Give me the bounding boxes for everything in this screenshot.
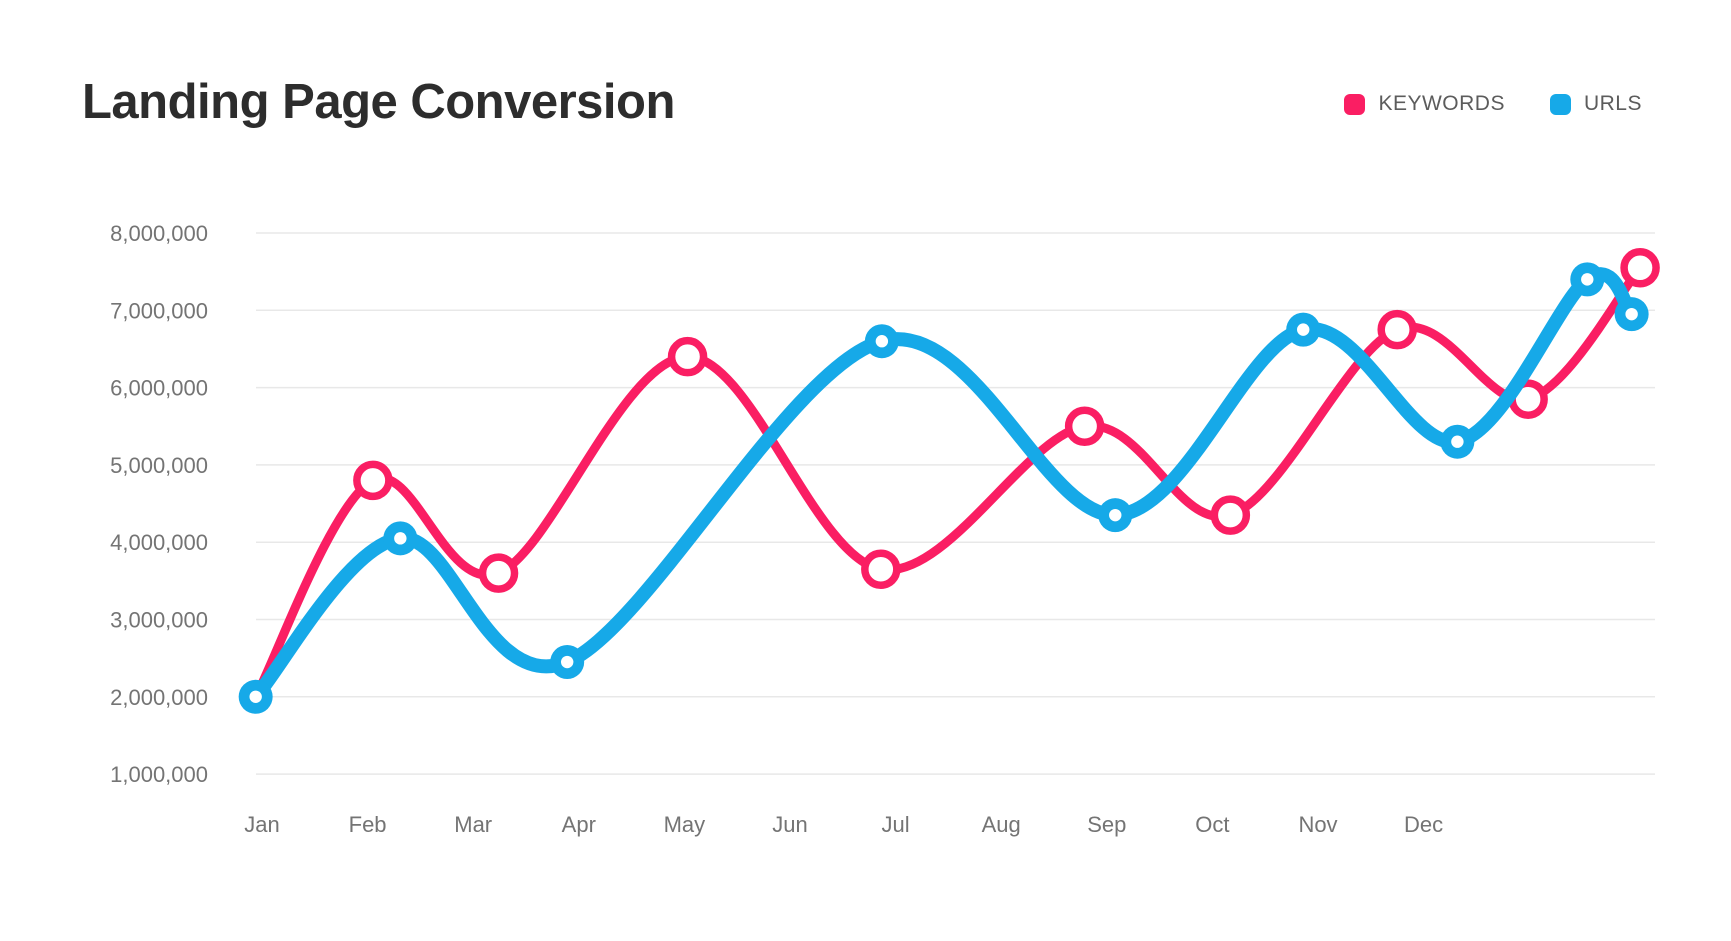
legend-item-keywords: KEYWORDS [1344, 92, 1505, 116]
keywords-data-point-marker [1377, 309, 1417, 350]
urls-marker-hole [394, 532, 407, 545]
x-tick-label: Dec [1404, 812, 1443, 837]
y-tick-label: 3,000,000 [110, 608, 208, 633]
keywords-data-point-marker [861, 549, 901, 590]
y-axis-labels: 8,000,000 7,000,000 6,000,000 5,000,000 4,00… [110, 221, 208, 787]
keywords-data-point-marker [478, 553, 519, 593]
urls-marker-hole [875, 335, 889, 348]
x-tick-label: May [664, 812, 706, 837]
legend-item-keywords-label: KEYWORDS [1378, 92, 1505, 115]
urls-marker-hole [1625, 307, 1638, 321]
urls-marker-hole [1109, 508, 1122, 522]
legend-item-urls: URLS [1549, 92, 1642, 116]
y-tick-label: 7,000,000 [110, 298, 208, 323]
urls-marker-hole [1451, 435, 1464, 448]
chart-legend: KEYWORDS URLS [1344, 92, 1642, 116]
series-keywords-markers [353, 248, 1660, 593]
y-gridlines [256, 232, 1655, 775]
urls-marker-hole [249, 690, 262, 703]
keywords-swatch-icon [1344, 93, 1366, 115]
urls-marker-hole [1297, 323, 1310, 336]
x-tick-label: Jun [772, 812, 807, 837]
y-tick-label: 6,000,000 [110, 376, 208, 401]
y-tick-label: 2,000,000 [110, 685, 208, 710]
keywords-data-point-marker [1064, 406, 1105, 446]
legend-item-urls-label: URLS [1583, 92, 1642, 115]
chart-title: Landing Page Conversion [82, 75, 675, 129]
x-tick-label: Oct [1195, 812, 1229, 837]
series-keywords-line [251, 263, 1645, 702]
y-tick-label: 5,000,000 [110, 453, 208, 478]
x-tick-label: Feb [349, 812, 387, 837]
x-tick-label: Apr [562, 812, 596, 837]
series-urls-line [248, 267, 1639, 704]
x-tick-label: Sep [1087, 812, 1126, 837]
x-axis-labels: Jan Feb Mar Apr May Jun Jul Aug Sep Oct Nov Dec [244, 812, 1443, 837]
series-urls-markers [238, 262, 1649, 714]
urls-swatch-icon [1549, 93, 1571, 115]
keywords-data-point-marker [1620, 248, 1660, 288]
urls-marker-hole [560, 655, 574, 669]
x-tick-label: Nov [1298, 812, 1337, 837]
x-tick-label: Aug [982, 812, 1021, 837]
keywords-data-point-marker [353, 460, 393, 501]
y-tick-label: 8,000,000 [110, 221, 208, 246]
series-urls [238, 262, 1649, 714]
y-tick-label: 1,000,000 [110, 762, 208, 787]
keywords-data-point-marker [667, 336, 708, 377]
y-tick-label: 4,000,000 [110, 530, 208, 555]
keywords-data-point-marker [1210, 495, 1251, 535]
x-tick-label: Mar [454, 812, 492, 837]
urls-marker-hole [1581, 273, 1594, 286]
series-keywords [251, 248, 1660, 702]
x-tick-label: Jan [244, 812, 279, 837]
x-tick-label: Jul [882, 812, 910, 837]
